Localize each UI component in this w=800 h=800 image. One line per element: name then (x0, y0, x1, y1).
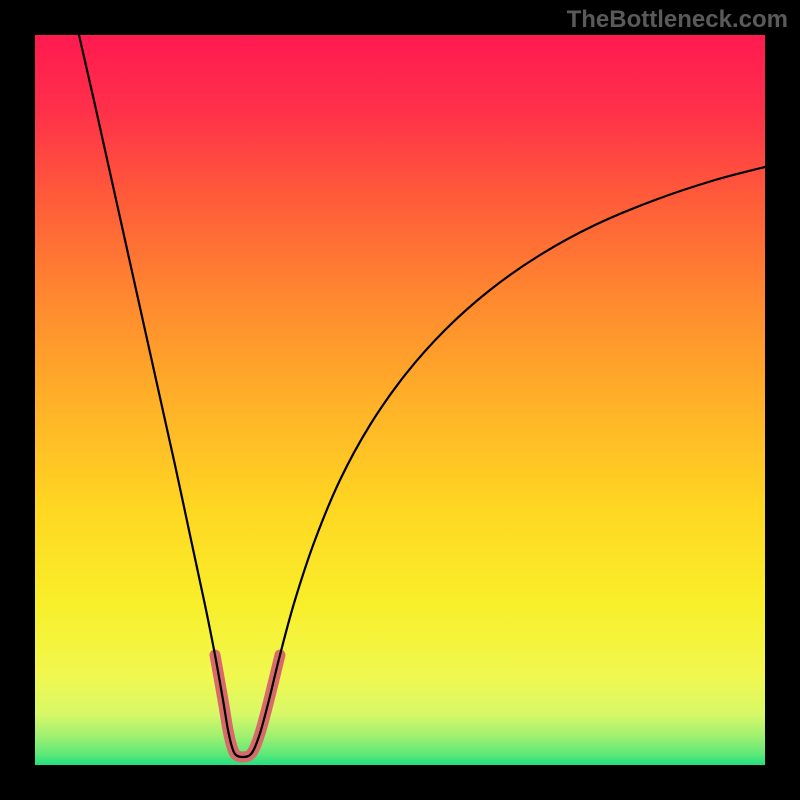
gradient-background (35, 35, 765, 765)
watermark-text: TheBottleneck.com (567, 6, 788, 34)
plot-svg (35, 35, 765, 765)
chart-container: TheBottleneck.com (0, 0, 800, 800)
plot-area (35, 35, 765, 765)
